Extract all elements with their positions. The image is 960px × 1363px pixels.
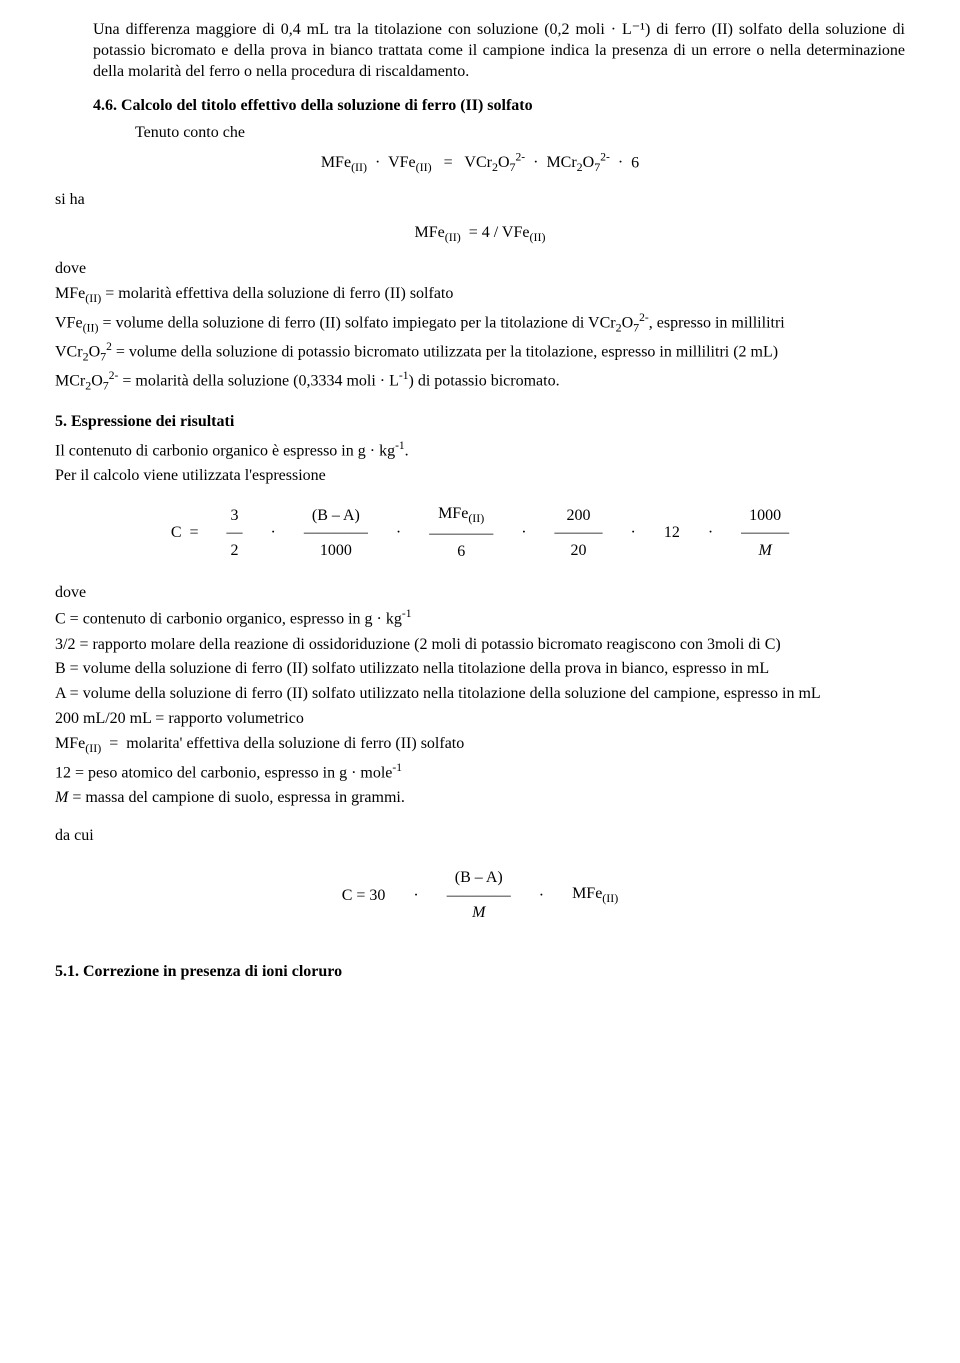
frac1-bot: 2 (229, 542, 241, 560)
eq1-vfe: VFe(II) (388, 154, 432, 171)
frac-4: 200 ——— 20 (555, 507, 603, 560)
big-eq-dot2: · (396, 524, 401, 542)
eq1-equals: = (436, 154, 461, 171)
final-eq-dot1: · (413, 887, 418, 905)
dove-1: dove (55, 259, 905, 280)
frac-5: 1000 ——— M (741, 507, 789, 560)
def-32: 3/2 = rapporto molare della reazione di … (55, 635, 905, 656)
frac2-top: (B – A) (310, 507, 362, 525)
def-ratio: 200 mL/20 mL = rapporto volumetrico (55, 709, 905, 730)
eq1-dot: · (371, 154, 384, 171)
big-equation: C = 3 — 2 · (B – A) ———— 1000 · MFe(II) … (55, 505, 905, 561)
def-vfe: VFe(II) = volume della soluzione di ferr… (55, 311, 905, 336)
def-M: M = massa del campione di suolo, espress… (55, 788, 905, 809)
def-B: B = volume della soluzione di ferro (II)… (55, 659, 905, 680)
frac5-line: ——— (741, 524, 789, 542)
eq1-dot3: · (614, 154, 627, 171)
def-C: C = contenuto di carbonio organico, espr… (55, 607, 905, 630)
def-vcr: VCr2O72 = volume della soluzione di pota… (55, 340, 905, 365)
frac2-bot: 1000 (318, 542, 354, 560)
frac4-top: 200 (565, 507, 593, 525)
big-eq-dot1: · (271, 524, 276, 542)
final-frac-line: ———— (447, 887, 511, 905)
frac-3: MFe(II) ———— 6 (429, 505, 493, 561)
final-frac-bot: M (470, 904, 487, 922)
frac4-bot: 20 (569, 542, 589, 560)
big-eq-C: C = (171, 524, 199, 542)
final-eq-mfe: MFe(II) (572, 885, 618, 906)
page: Una differenza maggiore di 0,4 mL tra la… (0, 0, 960, 1009)
frac1-line: — (227, 524, 243, 542)
eq1-six: 6 (631, 154, 639, 171)
big-eq-12: 12 (664, 524, 680, 542)
big-eq-dot4: · (631, 524, 636, 542)
big-eq-dot5: · (708, 524, 713, 542)
def-mcr: MCr2O72- = molarità della soluzione (0,3… (55, 369, 905, 394)
final-frac: (B – A) ———— M (447, 869, 511, 922)
eq1-mcr: MCr2O72- (546, 154, 609, 171)
frac1-top: 3 (229, 507, 241, 525)
frac-1: 3 — 2 (227, 507, 243, 560)
eq1-mfe: MFe(II) (321, 154, 367, 171)
sec-5-p2: Per il calcolo viene utilizzata l'espres… (55, 466, 905, 487)
si-ha: si ha (55, 190, 905, 211)
sec-4-6-title: 4.6. Calcolo del titolo effettivo della … (93, 96, 905, 117)
eq1-vcr: VCr2O72- (464, 154, 525, 171)
final-equation: C = 30 · (B – A) ———— M · MFe(II) (55, 869, 905, 922)
frac-2: (B – A) ———— 1000 (304, 507, 368, 560)
final-eq-dot2: · (539, 887, 544, 905)
equation-1: MFe(II) · VFe(II) = VCr2O72- · MCr2O72- … (55, 152, 905, 176)
sec-4-6-lead: Tenuto conto che (135, 123, 905, 144)
da-cui: da cui (55, 826, 905, 847)
eq1-dot2: · (529, 154, 542, 171)
def-mfe: MFe(II) = molarità effettiva della soluz… (55, 284, 905, 307)
def-12: 12 = peso atomico del carbonio, espresso… (55, 761, 905, 784)
intro-paragraph: Una differenza maggiore di 0,4 mL tra la… (93, 20, 905, 82)
dove-2: dove (55, 583, 905, 604)
sec-5-1-title: 5.1. Correzione in presenza di ioni clor… (55, 962, 905, 983)
big-eq-dot3: · (521, 524, 526, 542)
frac5-top: 1000 (747, 507, 783, 525)
def-mfe2: MFe(II) = molarita' effettiva della solu… (55, 734, 905, 757)
frac3-line: ———— (429, 525, 493, 543)
final-eq-C: C = 30 (342, 887, 386, 905)
def-A: A = volume della soluzione di ferro (II)… (55, 684, 905, 705)
frac2-line: ———— (304, 524, 368, 542)
sec-5-title: 5. Espressione dei risultati (55, 412, 905, 433)
sec-5-p1: Il contenuto di carbonio organico è espr… (55, 439, 905, 462)
frac4-line: ——— (555, 524, 603, 542)
frac3-top: MFe(II) (436, 505, 486, 525)
frac5-bot: M (757, 542, 774, 560)
final-frac-top: (B – A) (453, 869, 505, 887)
frac3-bot: 6 (455, 543, 467, 561)
equation-2: MFe(II) = 4 / VFe(II) (55, 224, 905, 245)
eq2-text: MFe(II) = 4 / VFe(II) (415, 224, 546, 241)
